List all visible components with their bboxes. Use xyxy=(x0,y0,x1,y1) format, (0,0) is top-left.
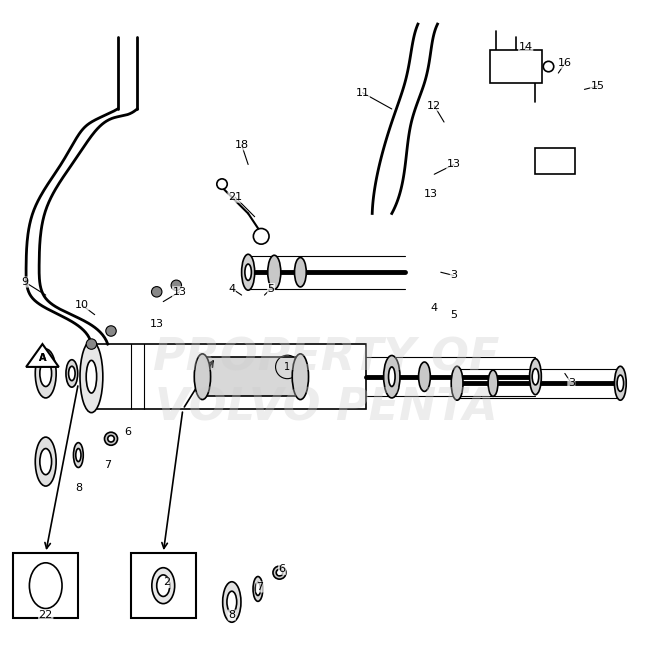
Ellipse shape xyxy=(66,359,78,387)
Text: 6: 6 xyxy=(279,564,285,575)
Text: 13: 13 xyxy=(424,189,438,199)
Ellipse shape xyxy=(419,362,430,391)
Circle shape xyxy=(108,436,114,442)
Ellipse shape xyxy=(383,355,400,398)
Ellipse shape xyxy=(242,254,255,290)
Ellipse shape xyxy=(157,575,170,596)
Text: 2: 2 xyxy=(163,577,170,587)
Ellipse shape xyxy=(227,591,236,613)
Circle shape xyxy=(151,287,162,297)
Ellipse shape xyxy=(292,354,308,400)
Text: 22: 22 xyxy=(39,610,53,620)
Ellipse shape xyxy=(295,258,306,287)
Circle shape xyxy=(273,566,286,579)
Ellipse shape xyxy=(69,366,75,381)
Ellipse shape xyxy=(35,349,56,398)
Text: 9: 9 xyxy=(22,277,28,287)
Text: 16: 16 xyxy=(558,58,572,68)
Ellipse shape xyxy=(389,367,395,387)
Ellipse shape xyxy=(253,577,263,601)
Text: 5: 5 xyxy=(451,310,457,320)
Text: 13: 13 xyxy=(150,320,164,330)
Text: 13: 13 xyxy=(447,160,461,169)
Text: 8: 8 xyxy=(229,610,235,620)
Bar xyxy=(131,553,196,618)
Text: 1: 1 xyxy=(284,362,291,372)
Circle shape xyxy=(276,569,283,576)
Ellipse shape xyxy=(255,583,261,595)
Ellipse shape xyxy=(76,449,81,461)
Ellipse shape xyxy=(194,354,210,400)
Text: 18: 18 xyxy=(234,140,249,150)
Ellipse shape xyxy=(268,256,281,289)
Bar xyxy=(490,50,542,83)
Bar xyxy=(91,344,366,409)
Text: A: A xyxy=(39,354,46,363)
Circle shape xyxy=(543,62,554,71)
Text: 6: 6 xyxy=(124,427,131,437)
Text: 12: 12 xyxy=(427,101,441,111)
Circle shape xyxy=(171,280,182,291)
Text: PROPERTY OF
VOLVO PENTA: PROPERTY OF VOLVO PENTA xyxy=(153,337,500,430)
Polygon shape xyxy=(26,344,59,367)
Text: A: A xyxy=(39,354,46,363)
Text: 13: 13 xyxy=(172,287,187,297)
Bar xyxy=(13,553,78,618)
Text: 15: 15 xyxy=(590,81,605,91)
Ellipse shape xyxy=(151,568,175,604)
Text: 3: 3 xyxy=(451,271,457,281)
Circle shape xyxy=(86,339,97,350)
Circle shape xyxy=(104,432,118,446)
Text: 4: 4 xyxy=(229,283,235,293)
Circle shape xyxy=(217,179,227,189)
Text: 11: 11 xyxy=(355,87,370,98)
Bar xyxy=(535,148,575,174)
Ellipse shape xyxy=(530,359,541,395)
Text: 3: 3 xyxy=(568,378,575,388)
Text: 7: 7 xyxy=(257,582,263,592)
Text: 7: 7 xyxy=(104,460,111,470)
Ellipse shape xyxy=(40,360,52,387)
Text: 4: 4 xyxy=(431,303,438,313)
Ellipse shape xyxy=(86,360,97,393)
Ellipse shape xyxy=(617,375,624,391)
Bar xyxy=(202,357,300,397)
Text: 14: 14 xyxy=(518,42,533,52)
Ellipse shape xyxy=(614,366,626,401)
Ellipse shape xyxy=(73,443,84,467)
Ellipse shape xyxy=(40,449,52,475)
Ellipse shape xyxy=(223,582,241,622)
Ellipse shape xyxy=(451,366,463,401)
Text: 8: 8 xyxy=(75,483,82,493)
Text: 21: 21 xyxy=(228,192,242,202)
Ellipse shape xyxy=(532,369,539,385)
Circle shape xyxy=(106,326,116,336)
Ellipse shape xyxy=(245,264,251,281)
Text: 10: 10 xyxy=(74,300,89,310)
Ellipse shape xyxy=(488,370,498,397)
Ellipse shape xyxy=(80,341,103,412)
Circle shape xyxy=(253,228,269,244)
Ellipse shape xyxy=(35,437,56,486)
Text: 5: 5 xyxy=(268,283,274,293)
